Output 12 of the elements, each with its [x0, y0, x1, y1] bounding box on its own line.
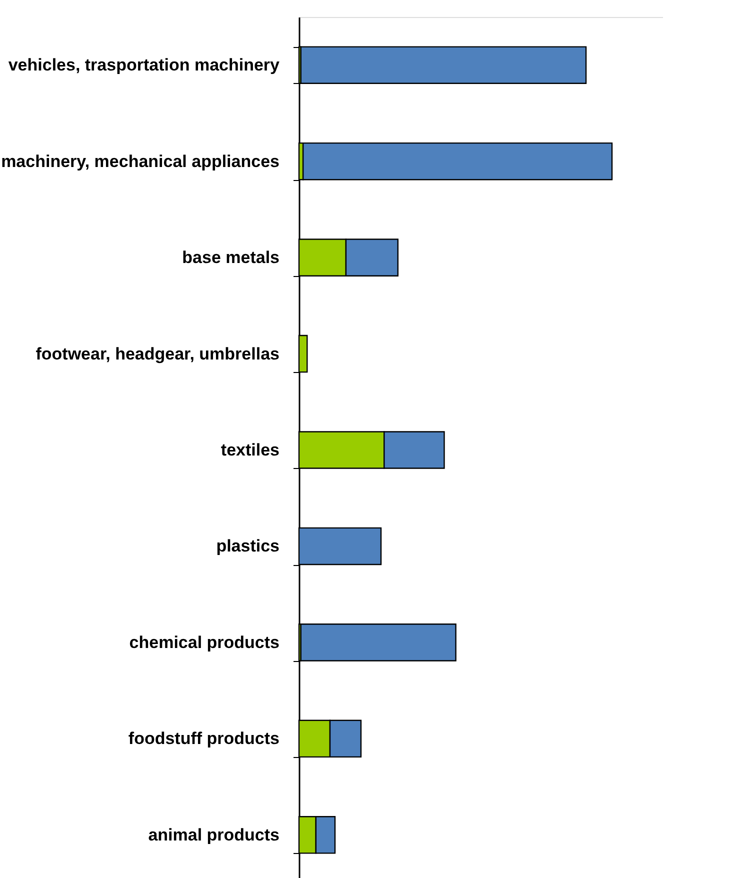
bar: [300, 624, 456, 662]
y-tick-label: vehicles, trasportation machinery: [8, 56, 280, 75]
y-tick-label: textiles: [220, 440, 280, 460]
bar: [300, 46, 587, 84]
y-tick-label: foodstuff products: [128, 729, 280, 748]
y-tick-label: machinery, mechanical appliances: [1, 152, 280, 171]
y-tick-label: plastics: [216, 536, 280, 556]
y-tick-label: animal products: [148, 825, 280, 844]
y-tick-label: footwear, headgear, umbrellas: [36, 344, 280, 364]
bar: [302, 142, 613, 180]
y-tick-label: chemical products: [129, 632, 280, 652]
y-tick-label: base metals: [182, 248, 280, 268]
